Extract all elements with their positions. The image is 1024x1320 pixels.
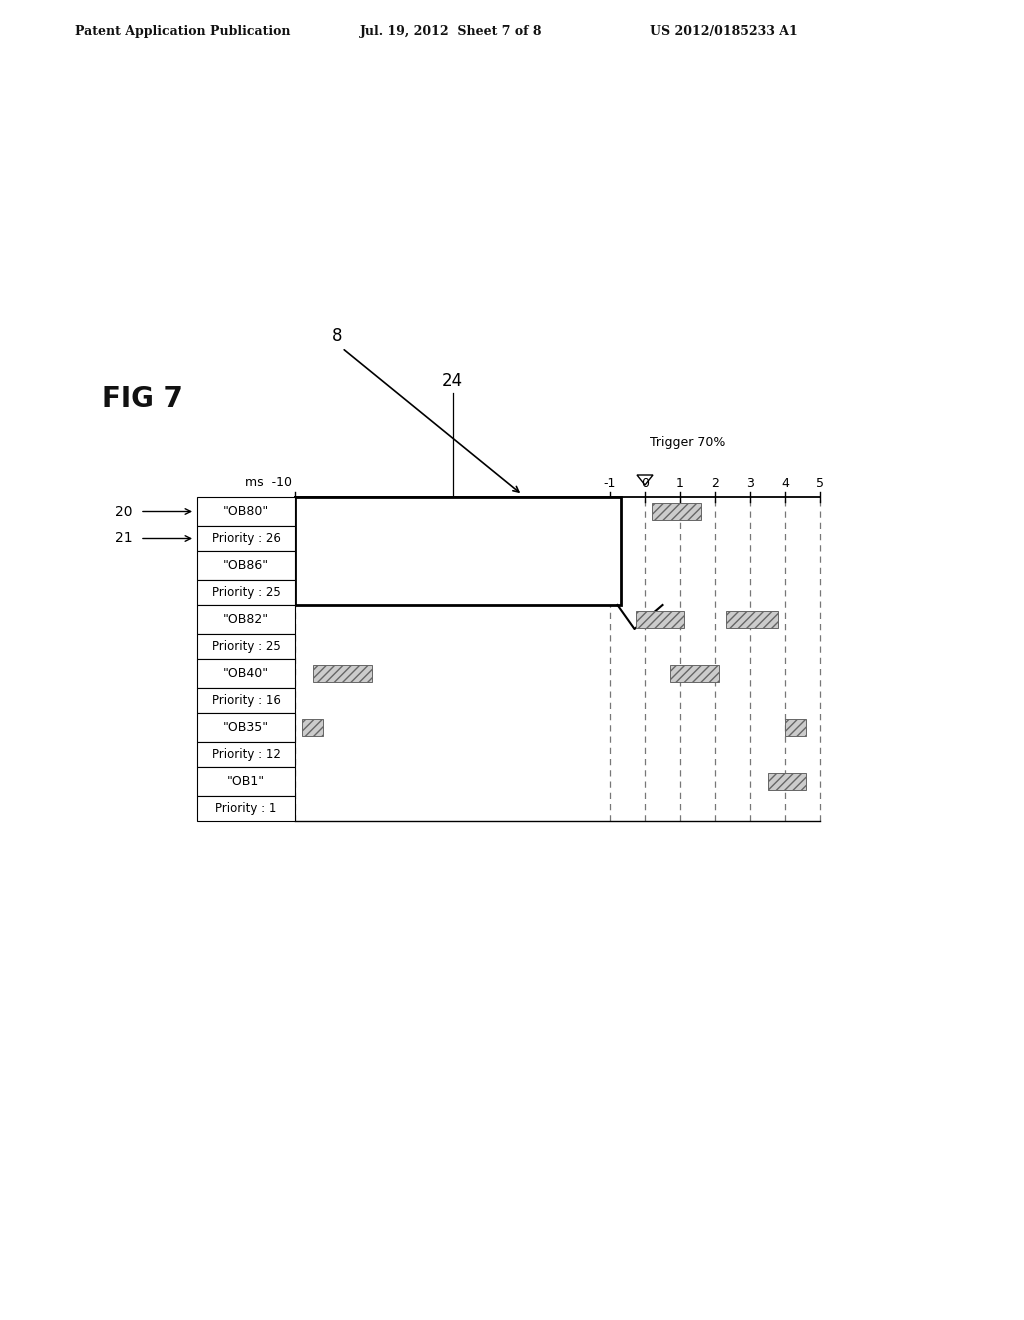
Text: Trigger 70%: Trigger 70% — [650, 436, 725, 449]
Text: Jul. 19, 2012  Sheet 7 of 8: Jul. 19, 2012 Sheet 7 of 8 — [360, 25, 543, 38]
Text: 4: 4 — [781, 477, 788, 490]
Bar — [670, 665, 719, 682]
Text: ms  -10: ms -10 — [245, 477, 292, 488]
Text: 24: 24 — [442, 372, 463, 389]
Bar — [725, 611, 778, 628]
Text: "OB80": "OB80" — [223, 506, 269, 517]
Bar — [295, 498, 621, 605]
Text: "OB82": "OB82" — [223, 612, 269, 626]
Bar — [768, 774, 806, 789]
Bar — [636, 611, 683, 628]
Text: Priority : 1: Priority : 1 — [215, 803, 276, 814]
Text: Priority : 25: Priority : 25 — [212, 640, 281, 653]
Text: 0: 0 — [641, 477, 649, 490]
Bar — [197, 713, 295, 742]
Text: 2: 2 — [711, 477, 719, 490]
Text: Priority : 16: Priority : 16 — [212, 694, 281, 708]
Bar — [197, 767, 295, 796]
Text: Priority : 26: Priority : 26 — [212, 532, 281, 545]
Bar — [197, 659, 295, 688]
Text: Patent Application Publication: Patent Application Publication — [75, 25, 291, 38]
Bar — [197, 796, 295, 821]
Bar — [197, 550, 295, 579]
Text: "OB35": "OB35" — [223, 721, 269, 734]
Text: "OB86": "OB86" — [223, 558, 269, 572]
Bar — [312, 665, 372, 682]
Bar — [197, 525, 295, 550]
Text: 5: 5 — [816, 477, 824, 490]
Bar — [197, 579, 295, 605]
Bar — [652, 503, 701, 520]
Bar — [197, 498, 295, 525]
Bar — [197, 634, 295, 659]
Text: 8: 8 — [332, 327, 342, 345]
Text: 1: 1 — [676, 477, 684, 490]
Text: 20: 20 — [116, 504, 133, 519]
Text: Priority : 25: Priority : 25 — [212, 586, 281, 599]
Bar — [785, 719, 806, 737]
Text: -1: -1 — [604, 477, 616, 490]
Text: 3: 3 — [746, 477, 754, 490]
Text: FIG 7: FIG 7 — [102, 385, 183, 413]
Text: US 2012/0185233 A1: US 2012/0185233 A1 — [650, 25, 798, 38]
Bar — [197, 742, 295, 767]
Text: "OB1": "OB1" — [227, 775, 265, 788]
Text: 21: 21 — [116, 532, 133, 545]
Bar — [197, 605, 295, 634]
Text: "OB40": "OB40" — [223, 667, 269, 680]
Text: Priority : 12: Priority : 12 — [212, 748, 281, 762]
Bar — [302, 719, 323, 737]
Bar — [197, 688, 295, 713]
